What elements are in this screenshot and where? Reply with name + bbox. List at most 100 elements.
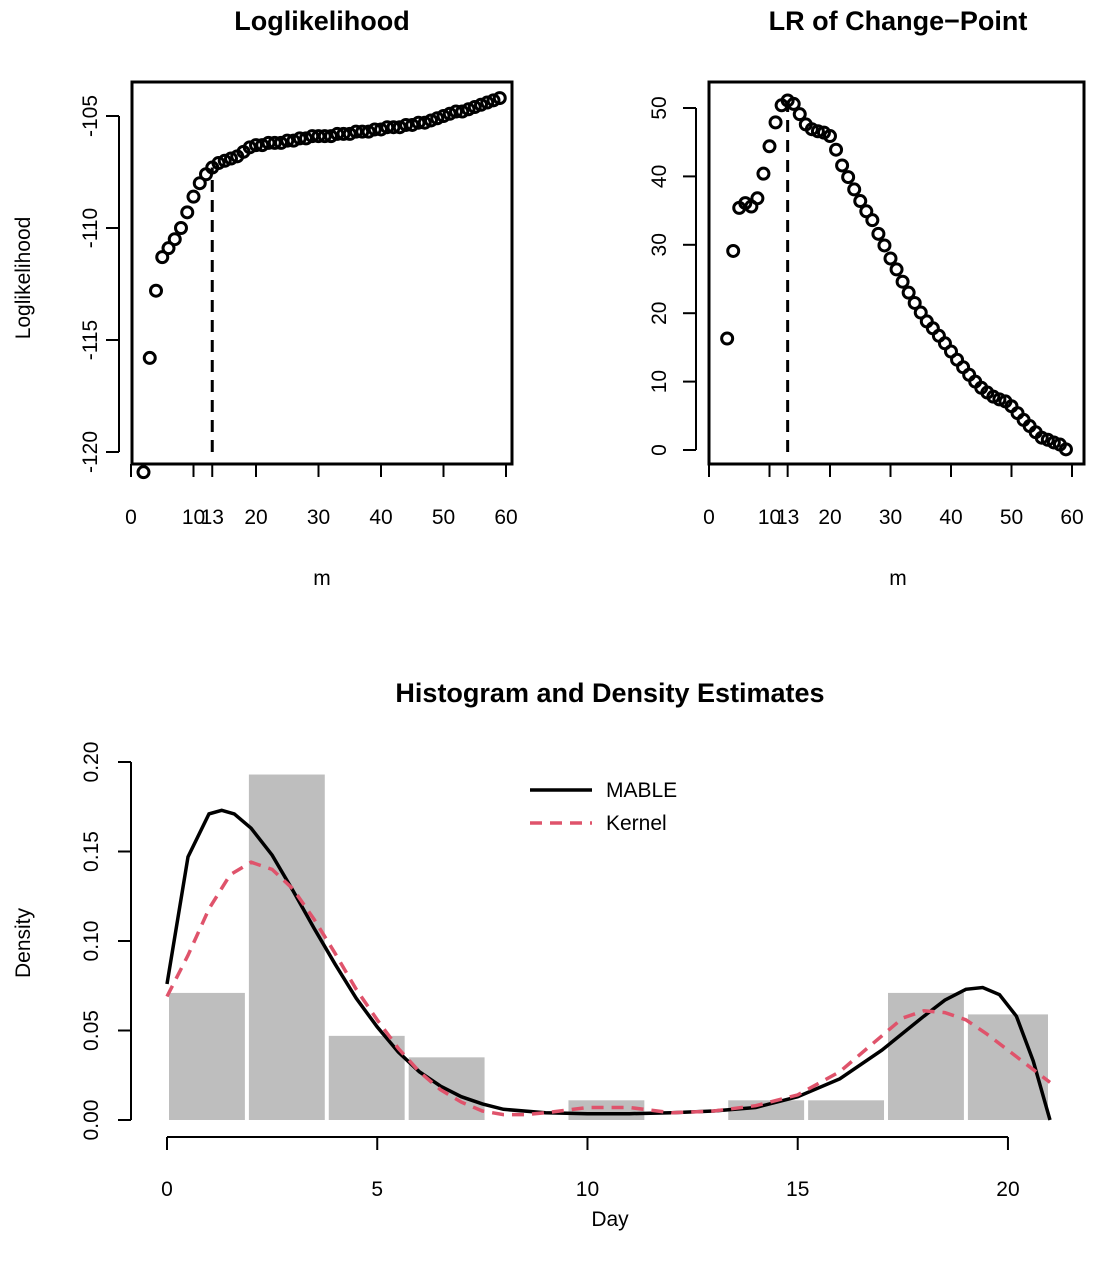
data-point — [907, 295, 922, 310]
data-point — [149, 283, 163, 298]
y-tick-label: 30 — [648, 233, 671, 256]
data-point — [386, 120, 401, 135]
x-tick-label: 13 — [201, 506, 224, 529]
histogram-bar — [808, 1100, 885, 1120]
histogram-title: Histogram and Density Estimates — [395, 678, 824, 708]
lr-points — [720, 93, 1073, 457]
y-tick-label: 0.00 — [80, 1100, 103, 1141]
data-point — [405, 117, 420, 132]
data-point — [720, 331, 735, 346]
y-tick-label: 0.15 — [80, 831, 103, 872]
x-tick-label: 10 — [758, 506, 781, 529]
data-point — [286, 133, 301, 148]
data-point — [324, 129, 338, 144]
data-point — [392, 120, 407, 135]
data-point — [835, 158, 850, 173]
loglikelihood-points — [136, 91, 507, 480]
data-point — [750, 191, 765, 206]
data-point — [424, 113, 438, 128]
data-point — [853, 194, 868, 209]
data-point — [895, 274, 910, 289]
data-point — [792, 107, 807, 122]
data-point — [871, 226, 886, 241]
data-point — [455, 104, 470, 119]
y-tick-label: 0.10 — [80, 921, 103, 962]
data-point — [841, 170, 856, 185]
histogram-ylabel: Density — [12, 907, 35, 978]
data-point — [823, 129, 837, 144]
data-point — [336, 126, 351, 141]
data-point — [417, 115, 432, 130]
data-point — [492, 91, 507, 106]
x-tick-label: 20 — [996, 1178, 1019, 1201]
legend-label-kernel: Kernel — [606, 812, 667, 835]
data-point — [889, 262, 904, 277]
histogram-bar — [169, 992, 245, 1120]
x-tick-label: 40 — [939, 506, 962, 529]
data-point — [449, 104, 463, 119]
x-tick-label: 30 — [307, 506, 330, 529]
data-point — [411, 115, 426, 130]
x-tick-label: 15 — [786, 1178, 809, 1201]
x-tick-label: 20 — [818, 506, 841, 529]
x-tick-label: 20 — [244, 506, 267, 529]
y-tick-label: -110 — [79, 208, 102, 248]
data-point — [461, 102, 476, 117]
histogram-xlabel: Day — [591, 1208, 629, 1231]
lr-y-axis: 0 10 20 30 40 50 — [648, 96, 697, 456]
x-tick-label: 60 — [1060, 506, 1083, 529]
data-point — [267, 135, 282, 150]
kernel-density-line — [165, 860, 1052, 1117]
data-point — [829, 142, 844, 157]
y-tick-label: 40 — [648, 165, 671, 188]
histogram-bars — [169, 774, 1048, 1120]
data-point — [883, 251, 898, 266]
y-tick-label: 0.05 — [80, 1010, 103, 1051]
histogram-bar — [728, 1100, 805, 1120]
data-point — [249, 138, 263, 153]
lr-changepoint-xlabel: m — [889, 567, 907, 590]
data-point — [255, 138, 270, 153]
loglikelihood-xlabel: m — [313, 567, 331, 590]
legend-label-mable: MABLE — [606, 779, 677, 802]
x-tick-label: 30 — [879, 506, 902, 529]
data-point — [442, 106, 457, 121]
data-point — [865, 213, 880, 228]
x-tick-label: 0 — [703, 506, 715, 529]
y-tick-label: 50 — [648, 96, 671, 119]
data-point — [726, 243, 741, 258]
x-tick-label: 50 — [432, 506, 455, 529]
y-tick-label: 10 — [648, 370, 671, 393]
data-point — [292, 131, 307, 146]
histogram-panel: Histogram and Density Estimates Day Dens… — [12, 678, 1052, 1231]
histogram-bar — [328, 1035, 405, 1120]
histogram-bar — [248, 774, 325, 1120]
x-tick-label: 10 — [576, 1178, 599, 1201]
histogram-x-axis: 0 5 10 15 20 — [161, 1136, 1020, 1201]
data-point — [217, 153, 232, 168]
data-point — [342, 126, 357, 141]
y-tick-label: -115 — [79, 320, 102, 360]
data-point — [161, 241, 176, 256]
data-point — [280, 133, 295, 148]
lr-changepoint-plot-frame — [707, 80, 1086, 466]
data-point — [480, 95, 495, 110]
y-tick-label: 0.20 — [80, 742, 103, 783]
data-point — [167, 232, 182, 247]
data-point — [142, 350, 157, 365]
data-point — [1058, 442, 1073, 457]
data-point — [486, 93, 501, 108]
data-point — [186, 189, 201, 204]
data-point — [436, 109, 451, 123]
data-point — [399, 117, 413, 132]
x-tick-label: 40 — [369, 506, 392, 529]
data-point — [762, 139, 777, 154]
y-tick-label: 20 — [648, 302, 671, 325]
y-tick-label: 0 — [648, 444, 671, 456]
data-point — [810, 124, 825, 139]
data-point — [901, 285, 916, 300]
